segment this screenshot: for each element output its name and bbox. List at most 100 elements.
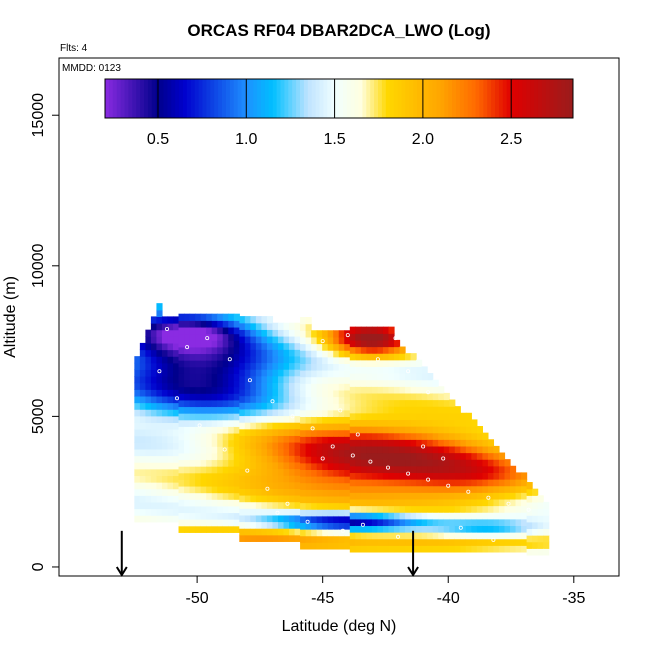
heatmap-cell <box>493 459 500 467</box>
heatmap-cell <box>421 379 428 387</box>
heatmap-cell <box>167 316 174 324</box>
heatmap-cell <box>139 409 146 417</box>
heatmap-cell <box>150 402 158 410</box>
heatmap-cell <box>233 499 240 507</box>
heatmap-cell <box>134 462 141 470</box>
sample-point <box>247 378 252 383</box>
heatmap-cell <box>532 541 539 549</box>
heatmap-cell <box>134 382 141 390</box>
heatmap-cell <box>338 350 345 358</box>
heatmap-cell <box>233 426 240 434</box>
heatmap-cell <box>532 521 539 530</box>
heatmap-cell <box>272 388 279 397</box>
heatmap-cell <box>443 439 450 447</box>
heatmap-cell <box>184 512 191 520</box>
heatmap-cell <box>222 399 229 408</box>
heatmap-cell <box>421 518 428 527</box>
heatmap-cell <box>322 442 329 451</box>
heatmap-cell <box>233 379 240 388</box>
heatmap-cell <box>349 445 356 454</box>
heatmap-cell <box>200 439 207 447</box>
heatmap-cell <box>178 340 185 348</box>
colorbar-segment <box>311 79 317 118</box>
colorbar-segment <box>428 79 434 118</box>
heatmap-cell <box>145 356 152 364</box>
heatmap-cell <box>244 461 251 470</box>
heatmap-cell <box>300 462 307 470</box>
heatmap-cell <box>145 501 152 510</box>
heatmap-cell <box>239 316 246 324</box>
heatmap-cell <box>145 495 152 503</box>
heatmap-cell <box>416 525 423 533</box>
heatmap-cell <box>184 373 191 381</box>
heatmap-cell <box>305 476 312 484</box>
heatmap-cell <box>355 412 362 420</box>
heatmap-cell <box>161 495 169 503</box>
heatmap-cell <box>405 538 412 546</box>
heatmap-cell <box>189 393 196 401</box>
heatmap-cell <box>416 532 423 540</box>
heatmap-cell <box>460 492 467 500</box>
heatmap-cell <box>476 545 483 553</box>
heatmap-cell <box>250 382 257 390</box>
heatmap-cell <box>261 329 268 337</box>
heatmap-cell <box>250 475 257 483</box>
heatmap-cell <box>338 495 345 504</box>
sample-point <box>426 477 431 482</box>
colorbar-segment <box>561 79 566 118</box>
heatmap-cell <box>416 498 423 507</box>
heatmap-cell <box>510 505 517 513</box>
heatmap-cell <box>476 512 483 520</box>
heatmap-cell <box>173 402 180 410</box>
heatmap-cell <box>316 403 323 411</box>
heatmap-cell <box>206 393 213 401</box>
heatmap-cell <box>504 485 511 493</box>
heatmap-cell <box>156 402 163 410</box>
heatmap-cell <box>195 340 202 348</box>
heatmap-cell <box>382 492 390 500</box>
heatmap-cell <box>366 492 373 500</box>
heatmap-cell <box>327 336 334 345</box>
heatmap-cell <box>333 429 340 437</box>
colorbar-segment <box>417 79 422 118</box>
heatmap-cell <box>139 369 146 377</box>
heatmap-cell <box>294 475 301 483</box>
heatmap-cell <box>454 525 461 533</box>
heatmap-cell <box>322 495 329 504</box>
heatmap-cell <box>344 363 351 371</box>
heatmap-cell <box>300 389 307 398</box>
heatmap-cell <box>377 392 384 401</box>
heatmap-cell <box>421 485 428 493</box>
heatmap-cell <box>272 329 279 337</box>
heatmap-cell <box>289 448 296 456</box>
heatmap-cell <box>161 409 169 417</box>
heatmap-cell <box>305 350 312 358</box>
heatmap-cell <box>266 521 274 529</box>
heatmap-cell <box>360 379 367 387</box>
heatmap-cell <box>173 376 180 384</box>
heatmap-cell <box>311 343 318 351</box>
colorbar-segment <box>541 79 547 118</box>
heatmap-cell <box>366 333 373 341</box>
heatmap-cell <box>394 518 401 527</box>
sample-point <box>320 339 325 344</box>
heatmap-cell <box>377 452 384 460</box>
heatmap-cell <box>355 485 362 493</box>
heatmap-cell <box>134 455 141 463</box>
heatmap-cell <box>482 465 489 473</box>
heatmap-cell <box>322 409 329 417</box>
heatmap-cell <box>410 419 417 427</box>
heatmap-cell <box>261 369 268 377</box>
heatmap-cell <box>261 435 268 443</box>
heatmap-cell <box>371 525 379 533</box>
heatmap-cell <box>416 412 423 420</box>
heatmap-cell <box>338 502 345 510</box>
heatmap-cell <box>145 389 152 397</box>
heatmap-cell <box>366 406 373 414</box>
heatmap-cell <box>388 346 395 354</box>
heatmap-cell <box>355 459 362 467</box>
heatmap-cell <box>371 545 379 553</box>
heatmap-cell <box>145 508 152 516</box>
heatmap-cell <box>283 468 290 476</box>
heatmap-cell <box>537 528 544 536</box>
